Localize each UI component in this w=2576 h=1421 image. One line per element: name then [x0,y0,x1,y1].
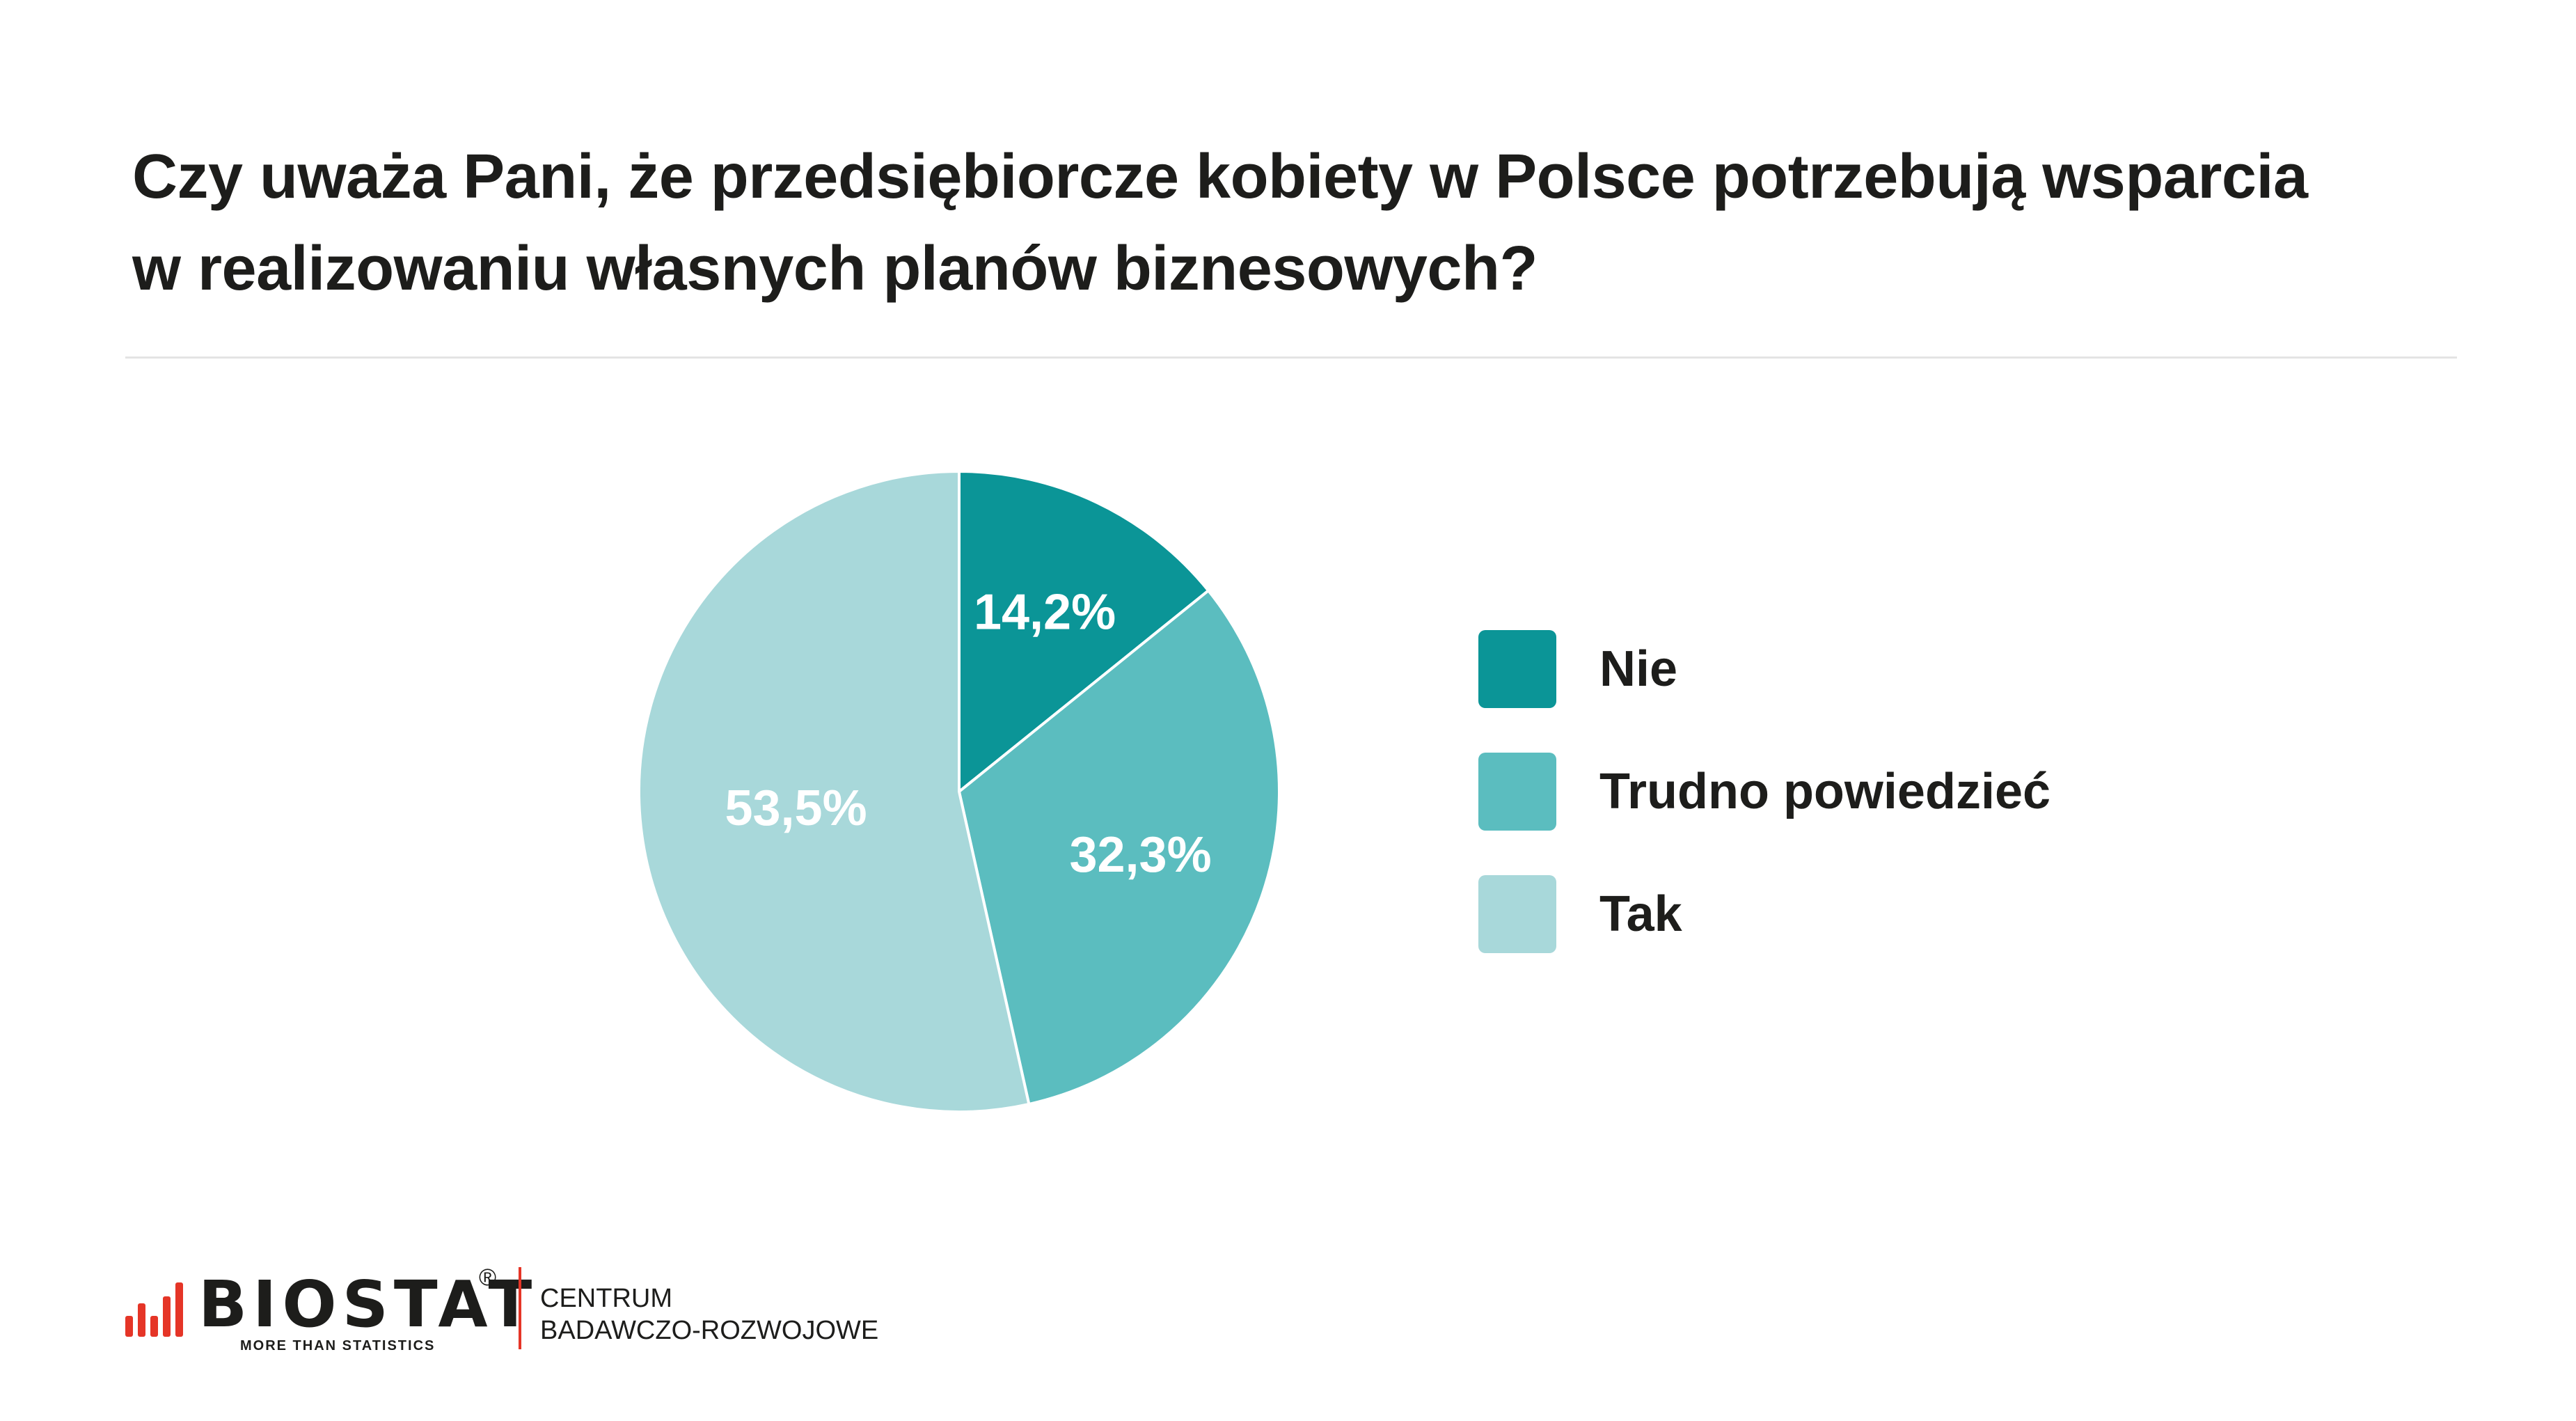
legend-label-tak: Tak [1599,886,1682,942]
legend-item-trudno-powiedziec: Trudno powiedzieć [1478,753,2050,831]
chart-title-line-1: Czy uważa Pani, że przedsiębiorcze kobie… [132,142,2308,212]
legend-swatch-trudno-powiedziec [1478,753,1556,831]
pie-slices [638,470,1281,1113]
biostat-logo-bars-icon [125,1281,195,1337]
footer-separator [519,1267,521,1349]
pie-slice-nie [958,470,1210,793]
legend-swatch-nie [1478,630,1556,708]
pie-slice-label-tak: 53,5% [725,780,867,836]
legend-item-tak: Tak [1478,875,1682,953]
legend-label-trudno-powiedziec: Trudno powiedzieć [1599,764,2051,819]
department-name: CENTRUM BADAWCZO-ROZWOJOWE [540,1282,878,1347]
chart-title-line-2: w realizowaniu własnych planów biznesowy… [132,234,1538,304]
logo-tagline: MORE THAN STATISTICS [240,1338,436,1353]
pie-slice-label-nie: 14,2% [974,585,1116,641]
registered-mark: ® [479,1264,497,1291]
pie-slice-trudno-powiedziec [958,589,1281,1106]
pie-slice-label-trudno-powiedziec: 32,3% [1069,827,1211,883]
pie-slice-tak [638,470,1031,1113]
legend-item-nie: Nie [1478,630,1677,708]
department-line-2: BADAWCZO-ROZWOJOWE [540,1316,879,1345]
biostat-logo-wordmark: BIOSTAT [198,1267,538,1342]
department-line-1: CENTRUM [540,1284,672,1313]
chart-title: Czy uważa Pani, że przedsiębiorcze kobie… [132,131,2429,315]
pie-slice-labels: 14,2% 32,3% 53,5% [725,585,1211,883]
legend-swatch-tak [1478,875,1556,953]
legend-label-nie: Nie [1599,641,1678,697]
title-divider [125,356,2457,359]
